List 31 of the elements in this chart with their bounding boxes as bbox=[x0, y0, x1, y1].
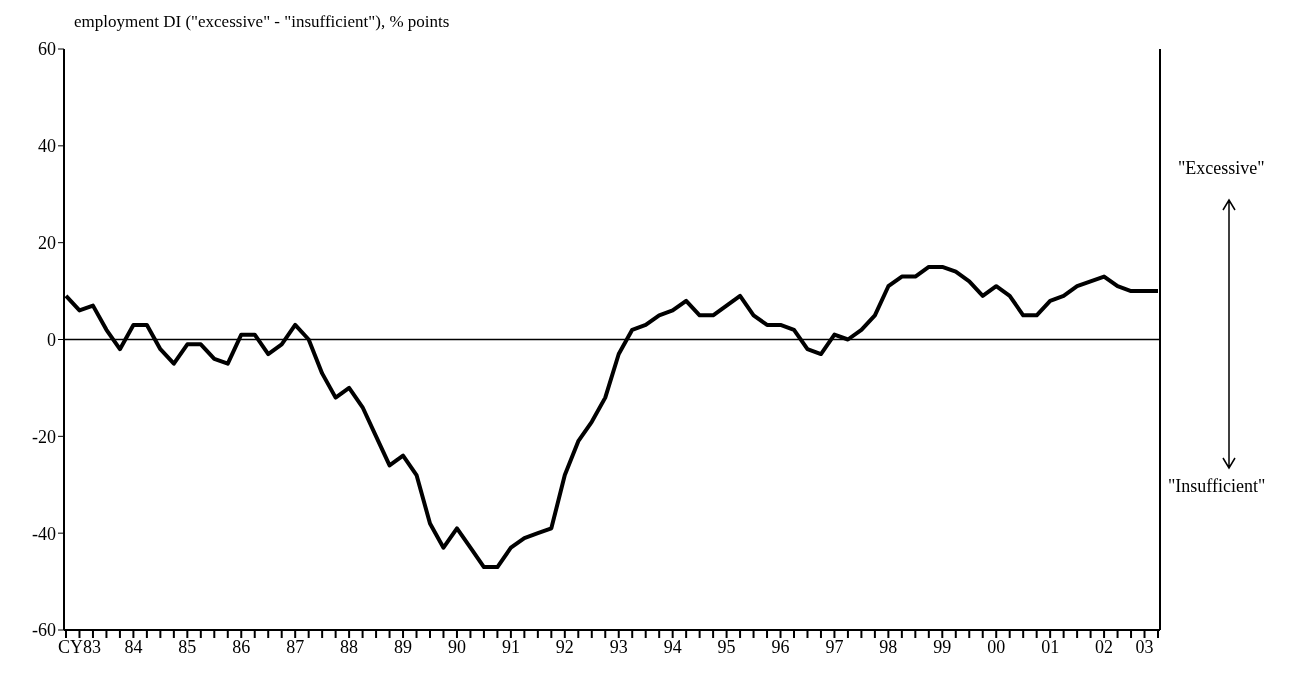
x-tick-label: 00 bbox=[987, 636, 1006, 657]
x-tick-label: 85 bbox=[178, 636, 197, 657]
x-tick-label: CY83 bbox=[57, 636, 101, 657]
x-tick-label: 87 bbox=[286, 636, 305, 657]
x-tick-label: 88 bbox=[340, 636, 359, 657]
x-tick-label: 01 bbox=[1041, 636, 1060, 657]
x-tick-label: 91 bbox=[501, 636, 520, 657]
text: "Excessive" bbox=[1178, 158, 1265, 179]
x-tick-label: 02 bbox=[1095, 636, 1114, 657]
text: "Insufficient" bbox=[1168, 476, 1266, 497]
y-tick-label: -40 bbox=[32, 523, 56, 544]
x-tick-label: 95 bbox=[717, 636, 736, 657]
y-tick-label: -20 bbox=[32, 426, 56, 447]
y-axis-title: employment DI ("excessive" - "insufficient"), % points bbox=[74, 12, 450, 32]
x-tick-label: 92 bbox=[555, 636, 574, 657]
x-tick-label: 97 bbox=[825, 636, 844, 657]
y-tick-label: 40 bbox=[38, 136, 56, 157]
x-tick-label: 94 bbox=[663, 636, 682, 657]
x-tick-label: 03 bbox=[1135, 636, 1154, 657]
x-tick-label: 99 bbox=[933, 636, 952, 657]
x-tick-label: 86 bbox=[232, 636, 251, 657]
x-tick-label: 96 bbox=[771, 636, 790, 657]
x-tick-label: 90 bbox=[447, 636, 466, 657]
x-tick-label: 98 bbox=[879, 636, 898, 657]
y-tick-label: 20 bbox=[38, 233, 56, 254]
y-tick-label: -60 bbox=[32, 620, 56, 641]
x-tick-label: 89 bbox=[394, 636, 413, 657]
y-tick-label: 0 bbox=[47, 329, 56, 350]
x-tick-label: 93 bbox=[609, 636, 628, 657]
y-tick-label: 60 bbox=[38, 39, 56, 60]
x-tick-label: 84 bbox=[124, 636, 143, 657]
